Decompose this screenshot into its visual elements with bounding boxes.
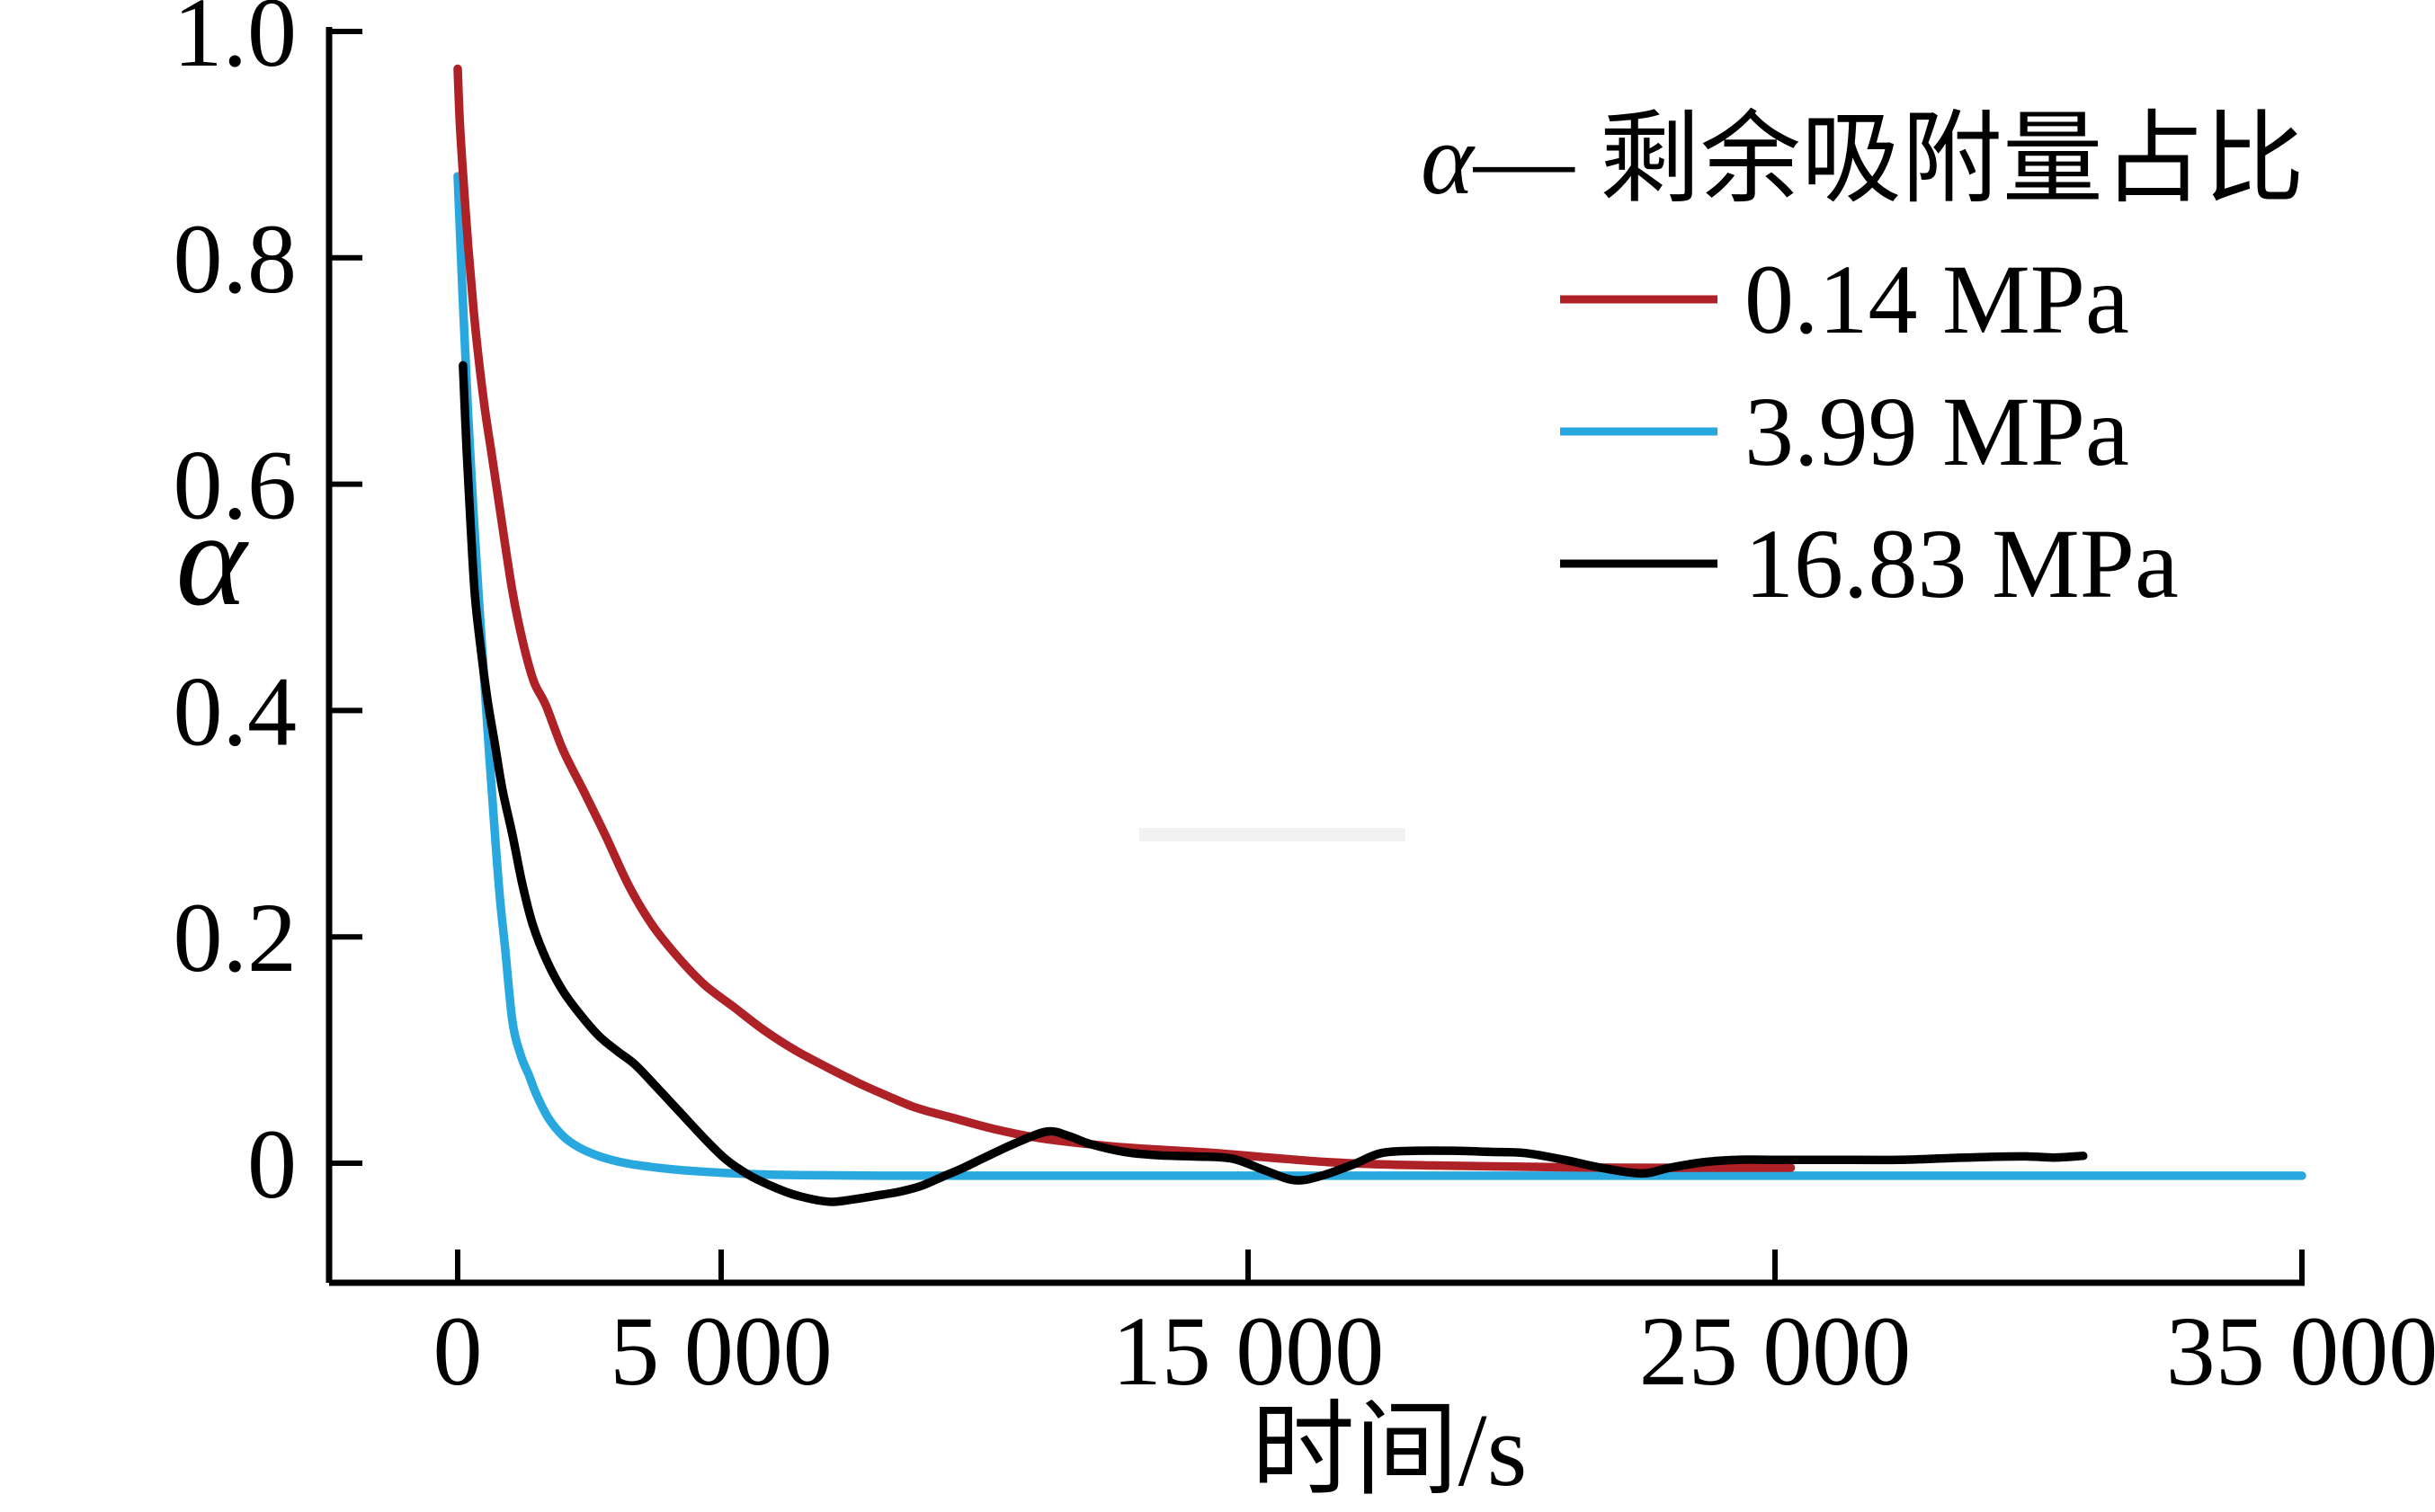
y-tick-label: 0.8 [174,204,298,314]
legend-label: 3.99 MPa [1744,377,2129,486]
legend-label: 16.83 MPa [1744,509,2179,618]
y-tick-label: 0.6 [174,431,298,540]
legend-entry-16.83MPa: 16.83 MPa [1560,509,2179,618]
legend-label: 0.14 MPa [1744,245,2129,354]
y-axis-ticks: 0 0.2 0.4 0.6 0.8 1.0 [174,0,362,1219]
y-tick-label: 0.2 [174,883,298,992]
legend-title-text: — 剩余吸附量占比 [1473,104,2305,216]
legend-title-alpha-symbol: α [1421,104,1476,216]
watermark-smudge [1139,828,1405,841]
legend: α— 剩余吸附量占比 0.14 MPa 3.99 MPa 16.83 MPa [1421,104,2305,618]
x-tick-label: 35 000 [2166,1296,2435,1406]
x-axis-ticks: 0 5 000 15 000 25 000 35 000 [433,1250,2435,1406]
data-series-group [453,64,2306,1206]
x-tick-label: 25 000 [1639,1296,1912,1406]
curve-16.83MPa [459,360,2088,1206]
axes [326,27,2305,1286]
curve-0.14MPa [453,64,1796,1172]
y-tick-label: 0 [247,1109,297,1219]
x-tick-label: 15 000 [1112,1296,1385,1406]
x-axis-title: 时间/s [1252,1393,1528,1508]
legend-title: α— 剩余吸附量占比 [1421,104,2305,216]
legend-entry-3.99MPa: 3.99 MPa [1560,377,2129,486]
y-axis-title: α [176,485,250,634]
y-tick-label: 1.0 [174,0,298,87]
legend-entry-0.14MPa: 0.14 MPa [1560,245,2129,354]
y-tick-label: 0.4 [174,656,298,766]
x-tick-label: 0 [433,1296,483,1406]
x-tick-label: 5 000 [610,1296,833,1406]
